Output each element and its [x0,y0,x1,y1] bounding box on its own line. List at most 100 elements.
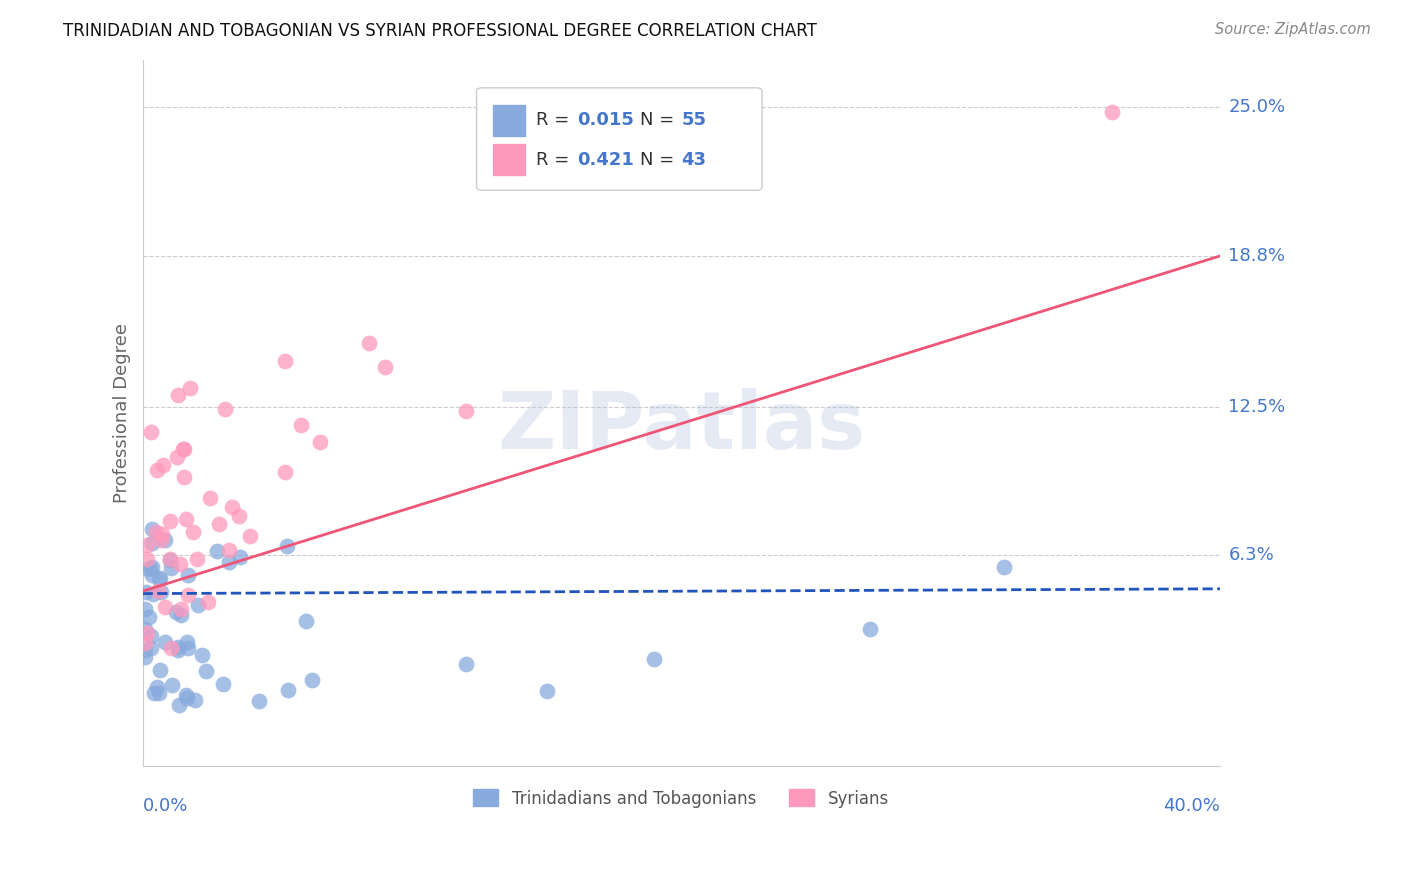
Text: N =: N = [640,151,681,169]
Point [174,688,197,702]
Point [134,643,156,657]
Point [134,623,156,637]
Text: 18.8%: 18.8% [1229,247,1285,265]
Point [134,601,156,615]
Text: Source: ZipAtlas.com: Source: ZipAtlas.com [1215,22,1371,37]
Point [239,529,262,543]
Point [229,549,252,564]
Text: ZIPatlas: ZIPatlas [498,388,865,466]
Point [993,559,1015,574]
Point [198,491,221,505]
Point [165,605,187,619]
Point [166,640,188,654]
Point [134,636,156,650]
Point [195,664,218,678]
Text: TRINIDADIAN AND TOBAGONIAN VS SYRIAN PROFESSIONAL DEGREE CORRELATION CHART: TRINIDADIAN AND TOBAGONIAN VS SYRIAN PRO… [63,22,817,40]
Text: R =: R = [536,112,575,129]
Text: 0.015: 0.015 [576,112,634,129]
Point [309,435,332,450]
Point [184,693,207,707]
Point [211,677,233,691]
Text: 25.0%: 25.0% [1229,98,1285,117]
Y-axis label: Professional Degree: Professional Degree [114,323,131,503]
Point [139,640,162,655]
Point [146,584,169,599]
Text: 12.5%: 12.5% [1229,398,1285,416]
Point [134,650,156,665]
Point [167,642,190,657]
Point [197,594,219,608]
Point [169,558,191,572]
Point [135,584,157,599]
Point [136,552,159,566]
Point [218,555,240,569]
Point [159,560,181,574]
Point [139,425,162,439]
Point [153,600,176,615]
Point [148,686,170,700]
Point [167,387,190,401]
Point [160,678,183,692]
Point [142,587,165,601]
Point [143,686,166,700]
Point [454,404,477,418]
Point [136,562,159,576]
Point [145,524,167,539]
FancyBboxPatch shape [492,104,524,136]
Point [173,442,195,456]
Point [145,463,167,477]
Point [191,648,214,663]
Point [141,560,163,574]
Point [159,552,181,566]
Point [177,640,200,655]
Point [454,657,477,671]
Text: 6.3%: 6.3% [1229,546,1274,565]
Point [214,401,236,416]
Point [153,634,176,648]
Point [643,652,665,666]
Point [138,610,160,624]
Point [357,336,380,351]
Point [149,584,172,599]
Point [149,664,172,678]
Point [139,629,162,643]
Point [277,682,299,697]
Point [150,533,173,547]
Text: 40.0%: 40.0% [1163,797,1220,814]
Point [170,602,193,616]
Point [172,442,194,457]
Point [295,614,318,628]
Point [228,509,250,524]
Point [187,598,209,612]
Point [139,560,162,574]
Point [1101,105,1123,120]
Point [177,588,200,602]
Point [148,572,170,586]
Point [141,536,163,550]
Point [218,542,240,557]
Point [176,635,198,649]
Text: R =: R = [536,151,575,169]
Point [160,641,183,656]
Point [152,458,174,472]
Point [155,533,177,548]
Point [166,450,188,465]
Point [159,551,181,566]
Point [141,522,163,536]
Point [146,680,169,694]
Text: 0.0%: 0.0% [142,797,188,814]
Point [176,512,198,526]
Point [177,568,200,582]
Point [181,524,204,539]
Point [176,690,198,705]
Point [173,470,195,484]
Text: 43: 43 [682,151,706,169]
Point [179,381,201,395]
Legend: Trinidadians and Tobagonians, Syrians: Trinidadians and Tobagonians, Syrians [467,782,896,814]
Point [159,514,181,528]
Point [273,354,295,368]
Point [135,625,157,640]
Point [247,694,270,708]
Point [136,539,159,553]
Point [205,543,228,558]
